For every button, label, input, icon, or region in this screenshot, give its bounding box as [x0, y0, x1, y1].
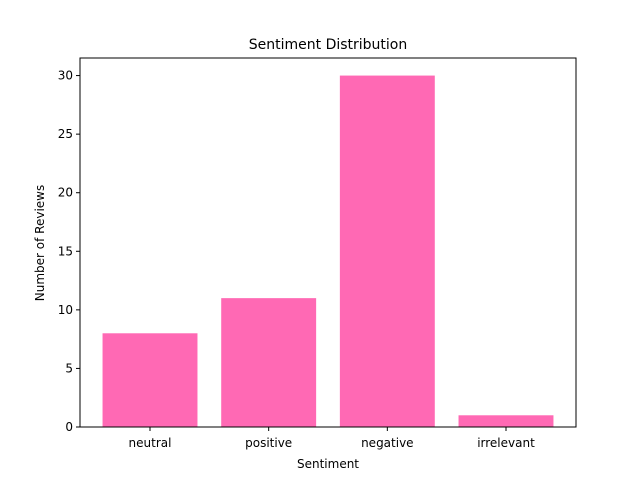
y-tick-label: 15	[58, 244, 73, 258]
bar-positive	[221, 298, 317, 427]
bars-group	[102, 75, 554, 428]
y-tick-label: 0	[65, 420, 73, 434]
y-tick-label: 5	[65, 361, 73, 375]
y-tick-label: 10	[58, 303, 73, 317]
y-axis-label: Number of Reviews	[33, 185, 47, 301]
x-tick-label: neutral	[129, 436, 172, 450]
x-axis-ticks: neutral positive negative irrelevant	[129, 427, 535, 450]
y-tick-label: 20	[58, 186, 73, 200]
bar-negative	[339, 75, 435, 428]
bar-irrelevant	[458, 415, 554, 427]
y-axis-ticks: 0 5 10 15 20 25 30	[58, 69, 80, 434]
x-axis-label: Sentiment	[297, 457, 359, 471]
chart-title: Sentiment Distribution	[249, 37, 408, 53]
y-tick-label: 25	[58, 127, 73, 141]
plot-frame	[79, 57, 577, 428]
x-tick-label: positive	[245, 436, 292, 450]
x-tick-label: irrelevant	[477, 436, 535, 450]
x-tick-label: negative	[361, 436, 413, 450]
bar-neutral	[102, 333, 198, 427]
y-tick-label: 30	[58, 69, 73, 83]
